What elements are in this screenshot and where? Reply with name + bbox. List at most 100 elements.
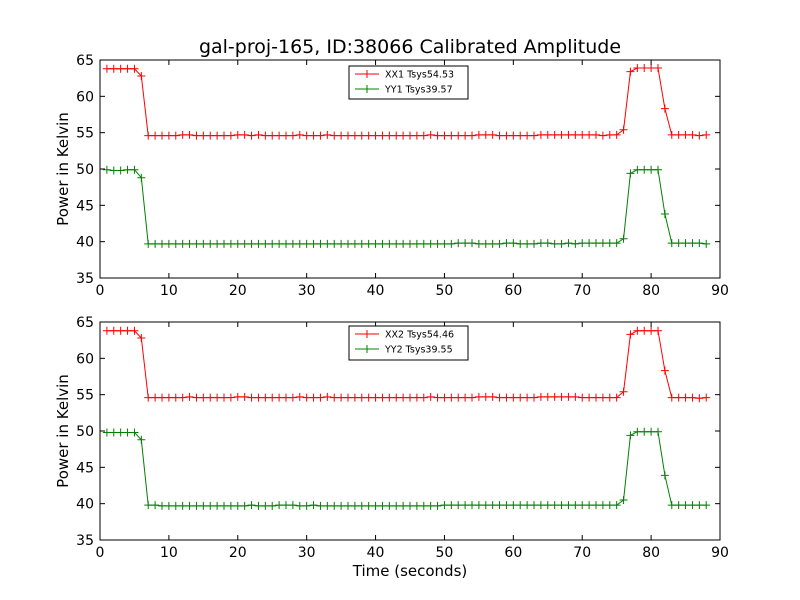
x-tick-label: 0 xyxy=(96,283,105,299)
data-point xyxy=(171,131,180,140)
data-point xyxy=(688,393,697,402)
data-point xyxy=(116,64,125,73)
data-point xyxy=(137,71,146,80)
data-point xyxy=(426,130,435,139)
data-point xyxy=(419,501,428,510)
data-point xyxy=(288,239,297,248)
data-point xyxy=(681,239,690,248)
data-point xyxy=(123,326,132,335)
data-point xyxy=(530,239,538,248)
data-point xyxy=(371,239,380,248)
x-tick-label: 80 xyxy=(642,545,660,561)
series-1-2 xyxy=(102,165,711,248)
data-point xyxy=(350,501,359,510)
data-point xyxy=(178,393,187,402)
data-point xyxy=(185,501,194,510)
x-tick-label: 10 xyxy=(160,545,178,561)
data-point xyxy=(309,131,318,140)
data-point xyxy=(275,131,284,140)
data-point xyxy=(199,393,208,402)
data-point xyxy=(674,393,683,402)
data-point xyxy=(702,130,711,139)
legend-box xyxy=(348,65,469,100)
data-point xyxy=(302,131,311,140)
x-tick-label: 20 xyxy=(229,283,247,299)
data-point xyxy=(640,63,649,72)
data-point xyxy=(247,239,256,248)
data-point xyxy=(571,130,580,139)
data-point xyxy=(254,239,263,248)
data-point xyxy=(640,165,649,174)
data-point xyxy=(144,131,153,140)
data-point xyxy=(206,501,215,510)
data-point xyxy=(323,130,332,139)
data-point xyxy=(378,131,387,140)
data-point xyxy=(516,393,525,402)
data-point xyxy=(488,130,497,139)
data-point xyxy=(550,392,559,401)
data-point xyxy=(633,63,642,72)
data-point xyxy=(481,392,490,401)
data-point xyxy=(233,239,242,248)
data-point xyxy=(419,131,428,140)
data-point xyxy=(357,393,366,402)
data-point xyxy=(330,131,339,140)
data-point xyxy=(474,501,483,510)
data-point xyxy=(592,130,600,139)
data-point xyxy=(130,326,139,335)
data-point xyxy=(247,393,256,402)
data-point xyxy=(116,166,125,175)
data-point xyxy=(633,165,642,174)
chart-title: gal-proj-165, ID:38066 Calibrated Amplit… xyxy=(199,36,621,58)
data-point xyxy=(323,392,332,401)
data-point xyxy=(385,393,394,402)
data-point xyxy=(605,130,614,139)
data-point xyxy=(261,501,270,510)
data-point xyxy=(516,131,525,140)
x-tick-label: 50 xyxy=(436,283,454,299)
y-tick-label: 55 xyxy=(76,126,94,142)
data-point xyxy=(350,239,359,248)
data-point xyxy=(123,428,132,437)
data-point xyxy=(440,393,449,402)
data-point xyxy=(275,239,284,248)
y-tick-label: 65 xyxy=(76,53,94,69)
data-point xyxy=(474,130,483,139)
data-point xyxy=(612,393,621,402)
y-tick-label: 40 xyxy=(76,497,94,513)
data-point xyxy=(530,501,538,510)
data-point xyxy=(337,393,346,402)
data-point xyxy=(454,131,463,140)
data-point xyxy=(605,393,614,402)
data-point xyxy=(626,67,635,76)
data-point xyxy=(660,210,669,219)
data-point xyxy=(543,392,552,401)
data-point xyxy=(488,392,497,401)
data-point xyxy=(412,239,421,248)
data-point xyxy=(502,393,511,402)
data-point xyxy=(302,501,311,510)
data-point xyxy=(309,393,318,402)
data-point xyxy=(695,131,704,140)
data-point xyxy=(654,165,662,174)
data-point xyxy=(543,501,552,510)
data-point xyxy=(275,393,284,402)
data-point xyxy=(440,239,449,248)
data-point xyxy=(282,501,290,510)
data-point xyxy=(688,501,697,510)
data-point xyxy=(454,239,463,248)
data-point xyxy=(392,393,401,402)
data-point xyxy=(578,239,587,248)
data-point xyxy=(268,131,277,140)
data-point xyxy=(323,239,332,248)
data-point xyxy=(612,501,621,510)
data-point xyxy=(536,239,545,248)
x-tick-label: 40 xyxy=(367,545,385,561)
data-point xyxy=(406,501,414,510)
data-point xyxy=(654,427,662,436)
data-point xyxy=(316,131,325,140)
data-point xyxy=(536,392,545,401)
data-point xyxy=(364,239,373,248)
data-point xyxy=(433,501,442,510)
data-point xyxy=(406,131,414,140)
